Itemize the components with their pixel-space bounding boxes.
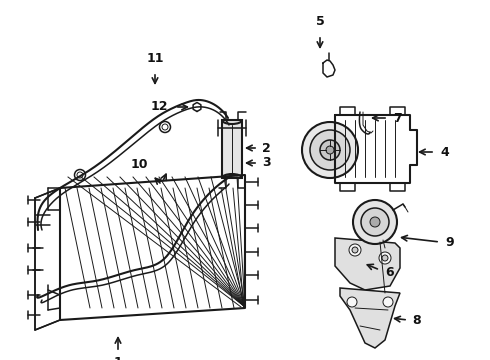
Text: 11: 11 xyxy=(146,52,164,65)
Text: 12: 12 xyxy=(150,100,168,113)
Circle shape xyxy=(326,146,334,154)
Circle shape xyxy=(361,208,389,236)
Text: 7: 7 xyxy=(393,112,402,125)
Circle shape xyxy=(310,130,350,170)
Bar xyxy=(222,120,242,178)
Text: 2: 2 xyxy=(262,141,271,154)
Text: 10: 10 xyxy=(130,158,148,171)
Polygon shape xyxy=(335,238,400,290)
Circle shape xyxy=(302,122,358,178)
Text: 1: 1 xyxy=(114,356,122,360)
Circle shape xyxy=(383,297,393,307)
Circle shape xyxy=(349,244,361,256)
Circle shape xyxy=(353,200,397,244)
Circle shape xyxy=(382,255,388,261)
Circle shape xyxy=(347,297,357,307)
Text: 8: 8 xyxy=(412,314,420,327)
Circle shape xyxy=(320,140,340,160)
Circle shape xyxy=(370,217,380,227)
Text: 6: 6 xyxy=(385,266,393,279)
Circle shape xyxy=(352,247,358,253)
Text: 3: 3 xyxy=(262,157,270,170)
Text: 9: 9 xyxy=(445,237,454,249)
Text: 4: 4 xyxy=(440,145,449,158)
Polygon shape xyxy=(340,288,400,348)
Text: 5: 5 xyxy=(316,15,324,28)
Circle shape xyxy=(379,252,391,264)
